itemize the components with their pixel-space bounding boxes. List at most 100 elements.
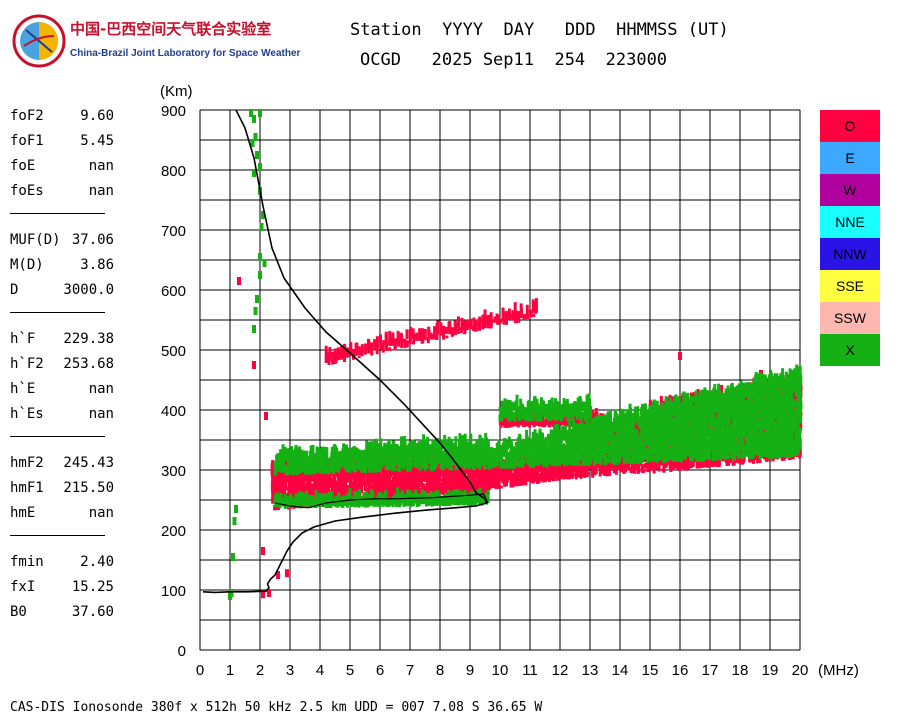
echo-mark <box>303 450 307 463</box>
echo-mark <box>329 477 333 488</box>
param-row: B0 37.60 <box>10 604 120 629</box>
echo-mark <box>365 468 369 482</box>
param-row: hmF2 245.43 <box>10 455 120 480</box>
echo-mark <box>488 466 492 477</box>
echo-mark <box>528 309 532 314</box>
echo-mark <box>469 467 473 474</box>
echo-mark <box>472 317 476 325</box>
param-row: hmF1 215.50 <box>10 480 120 505</box>
echo-mark <box>758 459 762 463</box>
echo-mark <box>331 351 335 357</box>
param-row: M(D) 3.86 <box>10 257 120 282</box>
param-value: 2.40 <box>80 554 114 570</box>
echo-mark <box>619 466 623 473</box>
echo-mark <box>330 477 334 481</box>
echo-mark <box>325 447 329 458</box>
chart-grid <box>199 109 801 651</box>
echo-mark <box>481 317 485 330</box>
echo-mark <box>696 389 700 402</box>
echo-mark <box>472 318 476 332</box>
echo-mark <box>545 470 549 481</box>
echo-mark <box>548 464 552 471</box>
param-row: foF2 9.60 <box>10 108 120 133</box>
param-value: 253.68 <box>63 356 114 372</box>
echo-mark <box>339 346 343 360</box>
echo-mark <box>298 474 302 484</box>
echo-mark <box>495 313 499 322</box>
echo-mark <box>321 467 325 475</box>
echo-mark <box>513 316 517 323</box>
echo-mark <box>370 478 374 483</box>
echo-mark <box>289 469 293 482</box>
echo-mark <box>320 465 324 472</box>
echo-mark <box>534 301 538 314</box>
echo-mark <box>396 330 400 342</box>
param-value: 3000.0 <box>63 282 114 298</box>
echo-mark <box>657 460 661 467</box>
echo-mark <box>582 419 586 425</box>
param-group-virtual-heights: h`F 229.38 h`F2 253.68 h`E nan h`Es nan <box>10 331 120 431</box>
echo-mark <box>509 475 513 488</box>
echo-mark <box>437 475 441 488</box>
echo-mark <box>481 472 485 485</box>
echo-mark <box>364 343 368 351</box>
echo-mark <box>276 465 280 471</box>
echo-mark <box>627 464 631 470</box>
echo-mark <box>345 484 349 489</box>
echo-mark <box>514 420 518 427</box>
echo-point <box>237 277 241 285</box>
echo-mark <box>465 475 469 486</box>
echo-mark <box>456 329 460 334</box>
echo-mark <box>491 464 495 478</box>
echo-mark <box>474 324 478 332</box>
echo-mark <box>300 469 304 481</box>
echo-mark <box>502 474 506 485</box>
echo-mark <box>487 486 491 491</box>
echo-mark <box>354 465 358 472</box>
echo-mark <box>425 488 429 494</box>
echo-mark <box>312 463 316 475</box>
echo-mark <box>418 328 422 341</box>
echo-mark <box>376 345 380 349</box>
echo-mark <box>462 479 466 493</box>
echo-mark <box>564 470 568 479</box>
echo-mark <box>327 481 331 495</box>
echo-mark <box>483 316 487 329</box>
echo-mark <box>437 461 441 472</box>
echo-mark <box>513 302 517 316</box>
echo-mark <box>349 475 353 479</box>
echo-mark <box>641 470 645 474</box>
echo-mark <box>640 464 644 470</box>
echo-mark <box>336 473 340 487</box>
echo-mark <box>284 479 288 490</box>
echo-mark <box>375 345 379 355</box>
header-columns: Station YYYY DAY DDD HHMMSS (UT) <box>350 20 729 40</box>
echo-mark <box>324 461 328 470</box>
echo-mark <box>378 334 382 345</box>
echo-mark <box>536 470 540 482</box>
echo-mark <box>283 467 287 473</box>
echo-mark <box>405 342 409 348</box>
echo-mark <box>436 483 440 496</box>
echo-mark <box>561 414 565 426</box>
param-group-muf: MUF(D) 37.06 M(D) 3.86 D 3000.0 <box>10 232 120 307</box>
param-row: MUF(D) 37.06 <box>10 232 120 257</box>
divider <box>10 213 105 214</box>
echo-point <box>252 361 256 369</box>
echo-mark <box>301 483 305 488</box>
echo-mark <box>295 468 299 476</box>
echo-mark <box>346 354 350 357</box>
echo-mark <box>439 322 443 334</box>
param-group-peak-heights: hmF2 245.43 hmF1 215.50 hmE nan <box>10 455 120 530</box>
echo-mark <box>381 344 385 353</box>
echo-mark <box>360 344 364 350</box>
echo-mark <box>309 445 313 459</box>
echo-mark <box>370 348 374 351</box>
echo-mark <box>331 356 335 361</box>
echo-mark <box>367 340 371 354</box>
echo-mark <box>499 485 503 489</box>
echo-mark <box>397 340 401 347</box>
echo-mark <box>280 482 284 491</box>
echo-mark <box>498 418 502 426</box>
